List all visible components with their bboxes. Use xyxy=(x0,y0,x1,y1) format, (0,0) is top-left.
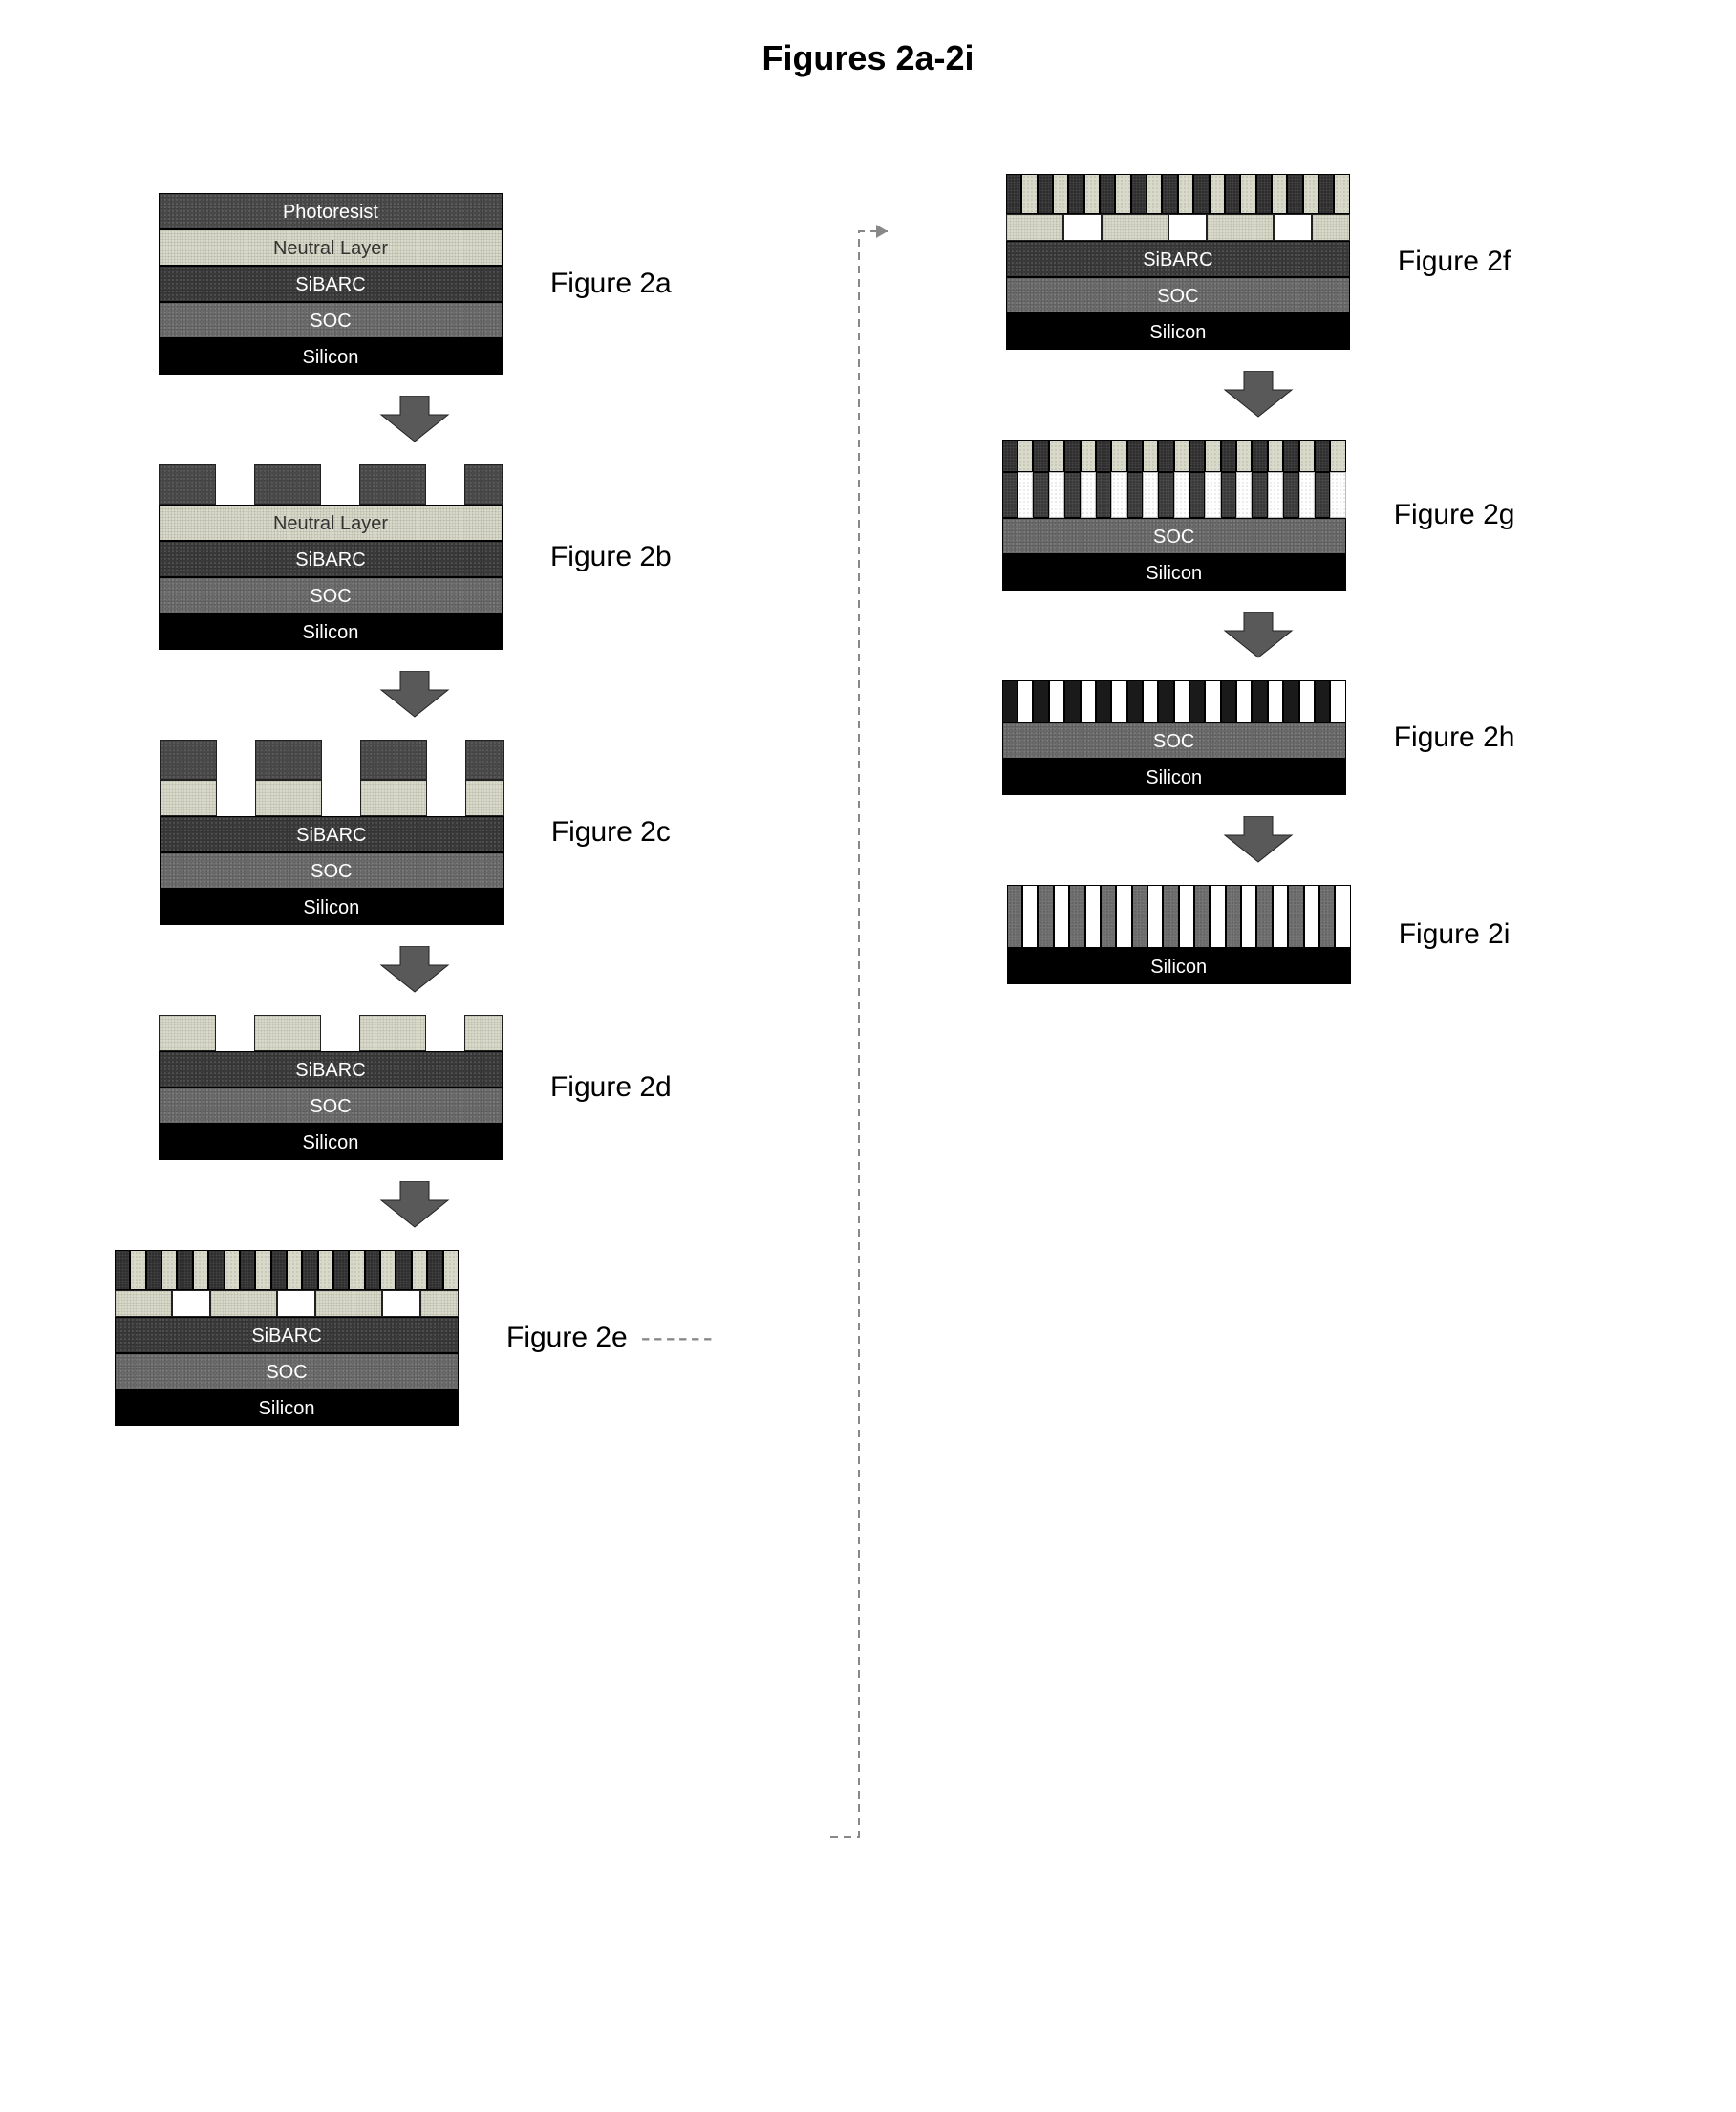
stack-2i: Silicon xyxy=(1007,885,1351,984)
step-2g: SOC Silicon Figure 2g xyxy=(1002,440,1515,591)
layer-neutral: Neutral Layer xyxy=(159,229,503,266)
stack-2a: Photoresist Neutral Layer SiBARC SOC Sil… xyxy=(159,193,503,375)
connector-dash: ------ xyxy=(641,1322,716,1353)
caption-2g: Figure 2g xyxy=(1394,499,1515,531)
layer-silicon: Silicon xyxy=(1007,948,1351,984)
page-title: Figures 2a-2i xyxy=(57,38,1679,78)
arrow-icon xyxy=(1220,816,1297,864)
layer-soc: SOC xyxy=(1002,518,1346,554)
patterned-neutral xyxy=(160,780,504,816)
arrow-icon xyxy=(1220,612,1297,659)
layer-silicon: Silicon xyxy=(115,1390,459,1426)
fine-stripes-top xyxy=(1002,440,1346,472)
caption-2f: Figure 2f xyxy=(1398,246,1511,278)
caption-2e: Figure 2e------ xyxy=(506,1322,716,1354)
layer-sibarc: SiBARC xyxy=(159,541,503,577)
dsa-pattern xyxy=(1006,174,1350,241)
layer-silicon: Silicon xyxy=(1002,554,1346,591)
caption-2d: Figure 2d xyxy=(550,1071,672,1104)
patterned-photoresist xyxy=(160,740,504,780)
layer-silicon: Silicon xyxy=(159,338,503,375)
arrow-icon xyxy=(376,671,453,719)
arrow-icon xyxy=(376,946,453,994)
stack-2g: SOC Silicon xyxy=(1002,440,1346,591)
step-2e: SiBARC SOC Silicon Figure 2e------ xyxy=(115,1250,716,1426)
step-2b: Neutral Layer SiBARC SOC Silicon Figure … xyxy=(159,464,672,650)
stack-2h: SOC Silicon xyxy=(1002,680,1346,795)
dsa-pattern xyxy=(115,1250,459,1317)
layer-sibarc: SiBARC xyxy=(115,1317,459,1353)
step-2c: SiBARC SOC Silicon Figure 2c xyxy=(160,740,671,925)
arrow-icon xyxy=(376,396,453,443)
arrow-icon xyxy=(376,1181,453,1229)
caption-2h: Figure 2h xyxy=(1394,722,1515,754)
connector-svg xyxy=(830,193,907,1913)
step-2h: SOC Silicon Figure 2h xyxy=(1002,680,1515,795)
caption-2i: Figure 2i xyxy=(1399,918,1511,951)
arrow-icon xyxy=(1220,371,1297,419)
layer-silicon: Silicon xyxy=(159,1124,503,1160)
stack-2c: SiBARC SOC Silicon xyxy=(160,740,504,925)
layer-soc: SOC xyxy=(160,852,504,889)
right-column: SiBARC SOC Silicon Figure 2f SOC Silicon… xyxy=(1002,174,1515,984)
step-2f: SiBARC SOC Silicon Figure 2f xyxy=(1006,174,1511,350)
connector-arrow xyxy=(830,193,888,1426)
layer-sibarc: SiBARC xyxy=(159,266,503,302)
layer-sibarc: SiBARC xyxy=(160,816,504,852)
etched-soc xyxy=(1007,885,1351,948)
layer-neutral: Neutral Layer xyxy=(159,505,503,541)
layer-sibarc: SiBARC xyxy=(1006,241,1350,277)
stack-2f: SiBARC SOC Silicon xyxy=(1006,174,1350,350)
layer-sibarc: SiBARC xyxy=(159,1051,503,1088)
step-2a: Photoresist Neutral Layer SiBARC SOC Sil… xyxy=(159,193,672,375)
layer-soc: SOC xyxy=(115,1353,459,1390)
caption-2b: Figure 2b xyxy=(550,541,672,573)
patterned-neutral xyxy=(159,1015,503,1051)
caption-2c: Figure 2c xyxy=(551,816,671,849)
patterned-photoresist xyxy=(159,464,503,505)
layer-silicon: Silicon xyxy=(160,889,504,925)
layer-silicon: Silicon xyxy=(1002,759,1346,795)
layer-soc: SOC xyxy=(159,302,503,338)
stack-2b: Neutral Layer SiBARC SOC Silicon xyxy=(159,464,503,650)
layer-soc: SOC xyxy=(1002,722,1346,759)
fine-stripes xyxy=(1002,680,1346,722)
layer-soc: SOC xyxy=(159,1088,503,1124)
figure-columns: Photoresist Neutral Layer SiBARC SOC Sil… xyxy=(57,193,1679,1426)
left-column: Photoresist Neutral Layer SiBARC SOC Sil… xyxy=(115,193,716,1426)
caption-2a: Figure 2a xyxy=(550,268,672,300)
step-2d: SiBARC SOC Silicon Figure 2d xyxy=(159,1015,672,1160)
layer-silicon: Silicon xyxy=(159,614,503,650)
layer-photoresist: Photoresist xyxy=(159,193,503,229)
layer-silicon: Silicon xyxy=(1006,313,1350,350)
step-2i: Silicon Figure 2i xyxy=(1007,885,1511,984)
layer-soc: SOC xyxy=(159,577,503,614)
stack-2d: SiBARC SOC Silicon xyxy=(159,1015,503,1160)
stack-2e: SiBARC SOC Silicon xyxy=(115,1250,459,1426)
etched-sibarc xyxy=(1002,472,1346,518)
layer-soc: SOC xyxy=(1006,277,1350,313)
